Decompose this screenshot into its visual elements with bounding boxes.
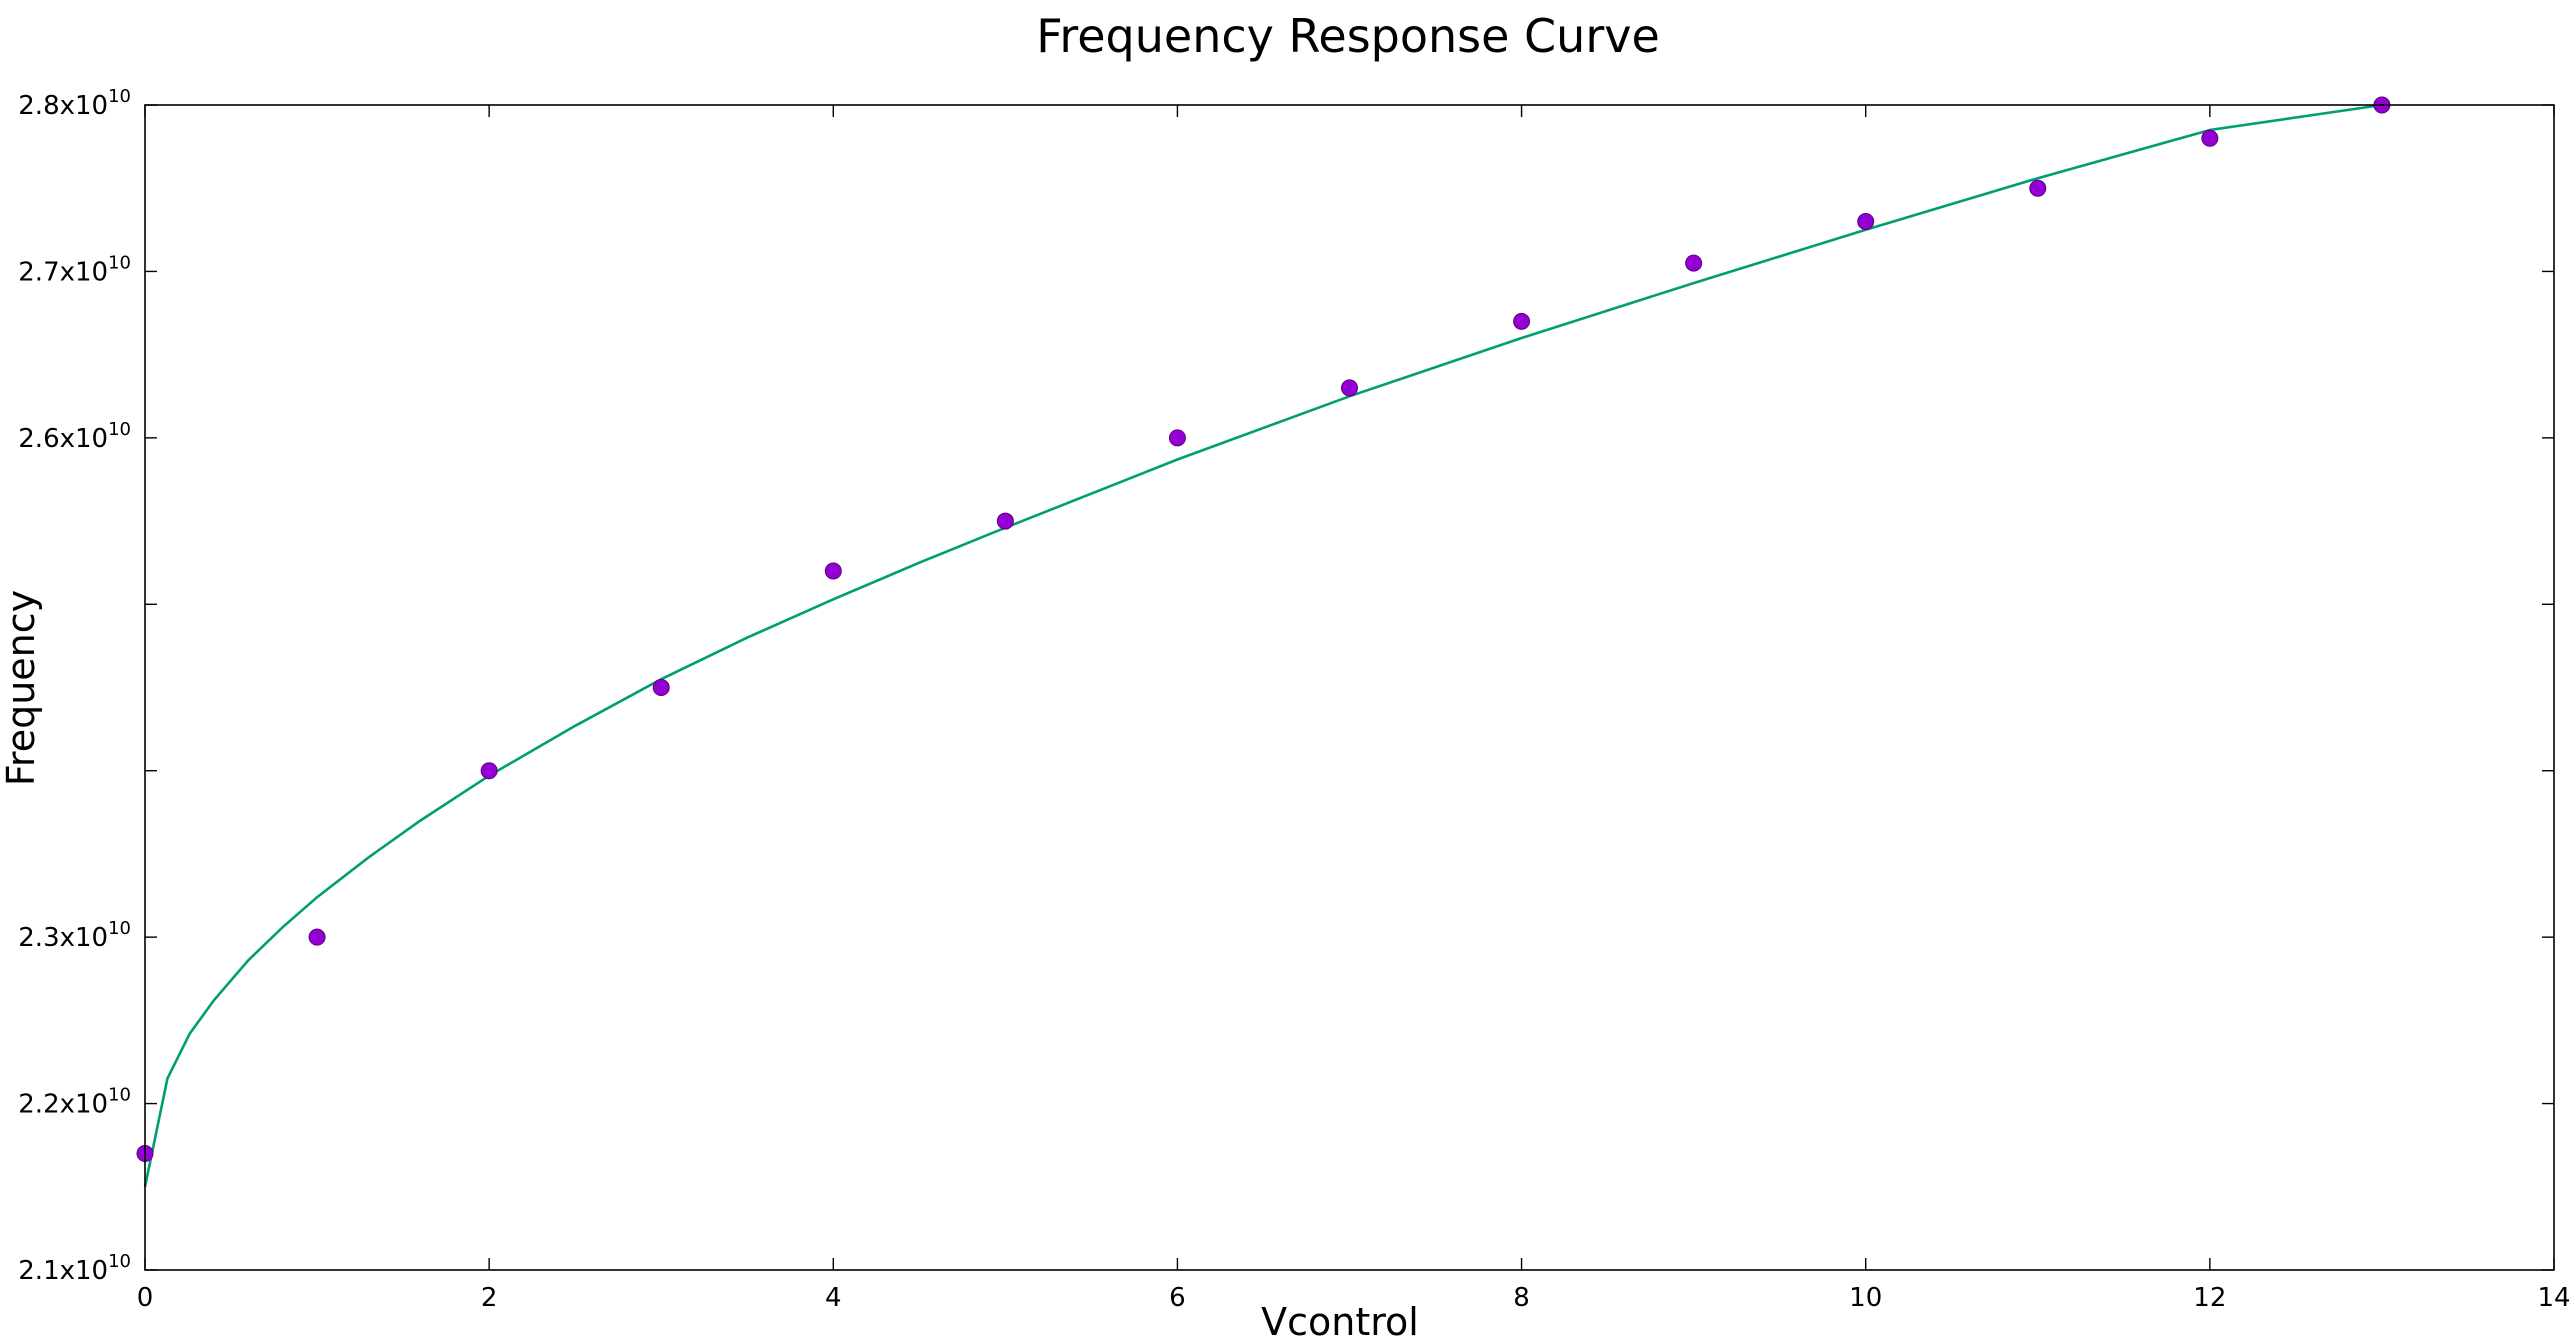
data-point — [652, 679, 670, 696]
x-tick-label: 6 — [1169, 1283, 1186, 1313]
x-tick-label: 0 — [137, 1283, 154, 1313]
data-point — [1513, 312, 1531, 330]
data-point — [480, 762, 498, 780]
y-tick-label: 2.8x1010 — [18, 86, 131, 121]
data-point — [996, 512, 1014, 530]
fit-curve-line — [143, 103, 2383, 1188]
data-point — [2029, 179, 2047, 197]
tick-labels: 0 2 4 6 8 10 12 14 2.1x1010 2.2x1010 2.3x1010 2.6x1… — [18, 86, 2570, 1313]
plot-frame — [144, 104, 2555, 1271]
y-axis-label: Frequency — [0, 590, 43, 786]
x-tick-label: 2 — [481, 1283, 498, 1313]
data-point — [1341, 379, 1358, 397]
chart-title: Frequency Response Curve — [1036, 9, 1660, 63]
fit-curve — [143, 103, 2383, 1188]
data-point — [1168, 429, 1186, 447]
x-tick-label: 14 — [2537, 1283, 2570, 1313]
x-tick-label: 10 — [1849, 1283, 1882, 1313]
x-axis-label: Vcontrol — [1261, 1300, 1419, 1340]
x-tick-label: 12 — [2193, 1283, 2226, 1313]
data-points — [136, 96, 2391, 1162]
data-point — [1857, 213, 1875, 230]
y-tick-label: 2.6x1010 — [18, 419, 131, 454]
axis-ticks — [144, 104, 2555, 1271]
data-point — [308, 928, 326, 946]
data-point — [1685, 254, 1703, 272]
x-tick-label: 4 — [825, 1283, 842, 1313]
y-tick-label: 2.1x1010 — [18, 1251, 131, 1286]
y-tick-label: 2.7x1010 — [18, 252, 131, 287]
x-tick-label: 8 — [1513, 1283, 1530, 1313]
y-tick-label: 2.3x1010 — [18, 918, 131, 953]
data-point — [2201, 129, 2219, 147]
data-point — [824, 562, 842, 580]
y-tick-label: 2.2x1010 — [18, 1085, 131, 1120]
